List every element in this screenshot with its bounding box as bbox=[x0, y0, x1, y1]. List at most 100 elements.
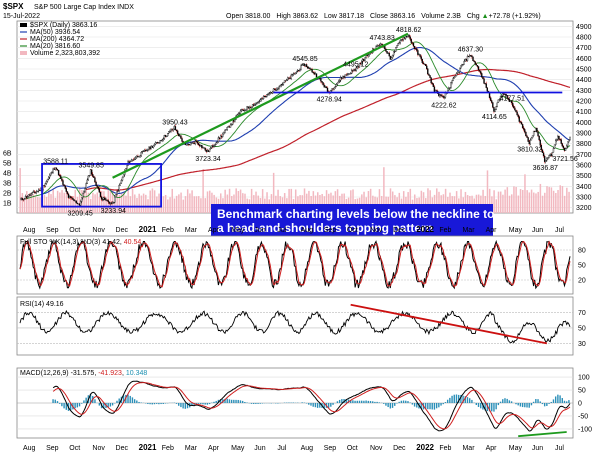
volume-value: 2.3B bbox=[446, 13, 461, 20]
candle-body bbox=[88, 175, 91, 177]
volume-bar bbox=[530, 189, 533, 213]
volume-bar bbox=[235, 188, 237, 213]
candle-body bbox=[268, 93, 270, 95]
macd-hist-bar bbox=[149, 403, 151, 405]
macd-hist-bar bbox=[367, 400, 369, 403]
candle-body bbox=[452, 78, 454, 81]
candle-body bbox=[562, 145, 565, 149]
candle-body bbox=[256, 102, 258, 104]
candle-body bbox=[424, 63, 427, 67]
macd-hist-bar bbox=[389, 403, 392, 409]
macd-hist-bar bbox=[532, 401, 535, 403]
candle-body bbox=[89, 169, 92, 176]
candle-body bbox=[161, 139, 163, 141]
candle-body bbox=[478, 70, 481, 72]
macd-hist-bar bbox=[451, 395, 453, 403]
volume-bar bbox=[83, 191, 85, 213]
macd-hist-bar bbox=[391, 403, 394, 408]
open-value: 3818.00 bbox=[245, 13, 270, 20]
macd-hist-bar bbox=[61, 403, 63, 407]
volume-bar bbox=[409, 188, 412, 213]
time-tick: Aug bbox=[301, 445, 314, 452]
candle-body bbox=[229, 124, 232, 128]
candle-body bbox=[292, 73, 295, 75]
macd-hist-bar bbox=[323, 403, 325, 409]
candle-body bbox=[83, 190, 85, 194]
candle-body bbox=[548, 155, 550, 158]
volume-bar bbox=[136, 197, 138, 213]
candle-body bbox=[144, 150, 147, 152]
candle-body bbox=[223, 132, 225, 135]
sto-label: Full STO %K(14,3) %D(3) 41.42, 40.54 bbox=[20, 239, 141, 246]
sto-tick: 20 bbox=[578, 278, 586, 285]
macd-hist-bar bbox=[427, 403, 429, 410]
macd-hist-bar bbox=[438, 403, 440, 408]
macd-hist-bar bbox=[497, 403, 500, 406]
macd-hist-bar bbox=[504, 398, 506, 403]
price-annotation: 4278.94 bbox=[317, 97, 342, 104]
volume-bar bbox=[56, 190, 59, 213]
candle-body bbox=[472, 56, 474, 62]
candle-body bbox=[107, 200, 109, 202]
time-tick: Sep bbox=[46, 227, 59, 234]
volume-bar bbox=[151, 188, 154, 213]
candle-body bbox=[523, 127, 525, 130]
candle-body bbox=[63, 184, 65, 187]
candle-body bbox=[557, 135, 559, 140]
candle-body bbox=[432, 83, 435, 87]
candle-body bbox=[344, 74, 346, 78]
macd-hist-bar bbox=[52, 399, 54, 403]
candle-body bbox=[110, 202, 113, 204]
candle-body bbox=[246, 106, 248, 111]
macd-hist-bar bbox=[455, 394, 458, 403]
candle-body bbox=[87, 175, 90, 181]
macd-hist-bar bbox=[519, 403, 522, 407]
candle-body bbox=[422, 62, 425, 65]
candle-body bbox=[192, 142, 194, 144]
candle-body bbox=[244, 109, 246, 111]
candle-body bbox=[477, 66, 480, 71]
legend-ma200: MA(200) 4364.72 bbox=[30, 36, 84, 43]
candle-body bbox=[502, 93, 504, 97]
macd-hist-bar bbox=[409, 402, 411, 403]
time-tick: Nov bbox=[92, 445, 105, 452]
candle-body bbox=[67, 193, 70, 198]
candle-body bbox=[266, 94, 268, 97]
macd-hist-bar bbox=[568, 400, 570, 403]
volume-bar bbox=[92, 192, 94, 213]
volume-bar bbox=[30, 193, 32, 213]
price-tick: 3800 bbox=[576, 141, 592, 148]
macd-hist-bar bbox=[83, 400, 85, 403]
candle-body bbox=[233, 119, 235, 122]
macd-hist-bar bbox=[565, 401, 568, 403]
volume-bar bbox=[444, 188, 447, 213]
sto-tick: 50 bbox=[578, 263, 586, 270]
price-tick: 4100 bbox=[576, 109, 592, 116]
candle-body bbox=[558, 135, 560, 140]
volume-bar bbox=[436, 188, 438, 213]
macd-hist-bar bbox=[347, 399, 350, 403]
candle-body bbox=[423, 63, 426, 65]
candle-body bbox=[270, 92, 272, 94]
candle-body bbox=[461, 64, 463, 67]
sto-panel: 20 50 80 Full STO %K(14,3) %D(3) 41.42, 40… bbox=[16, 235, 586, 295]
macd-hist-bar bbox=[431, 403, 433, 410]
candle-body bbox=[387, 52, 389, 54]
candle-body bbox=[218, 137, 221, 140]
macd-hist-bar bbox=[491, 403, 493, 412]
candle-body bbox=[167, 133, 169, 137]
candle-body bbox=[155, 142, 158, 144]
candle-body bbox=[435, 90, 438, 92]
price-annotation: 4818.62 bbox=[396, 27, 421, 34]
candle-body bbox=[476, 65, 479, 67]
candle-body bbox=[122, 174, 125, 178]
candle-body bbox=[121, 176, 124, 181]
macd-hist-bar bbox=[224, 398, 226, 403]
candle-body bbox=[45, 181, 48, 184]
candle-body bbox=[314, 73, 317, 75]
candle-body bbox=[311, 69, 313, 73]
candle-body bbox=[21, 198, 23, 200]
candle-body bbox=[169, 130, 171, 132]
volume-bar bbox=[438, 191, 440, 213]
